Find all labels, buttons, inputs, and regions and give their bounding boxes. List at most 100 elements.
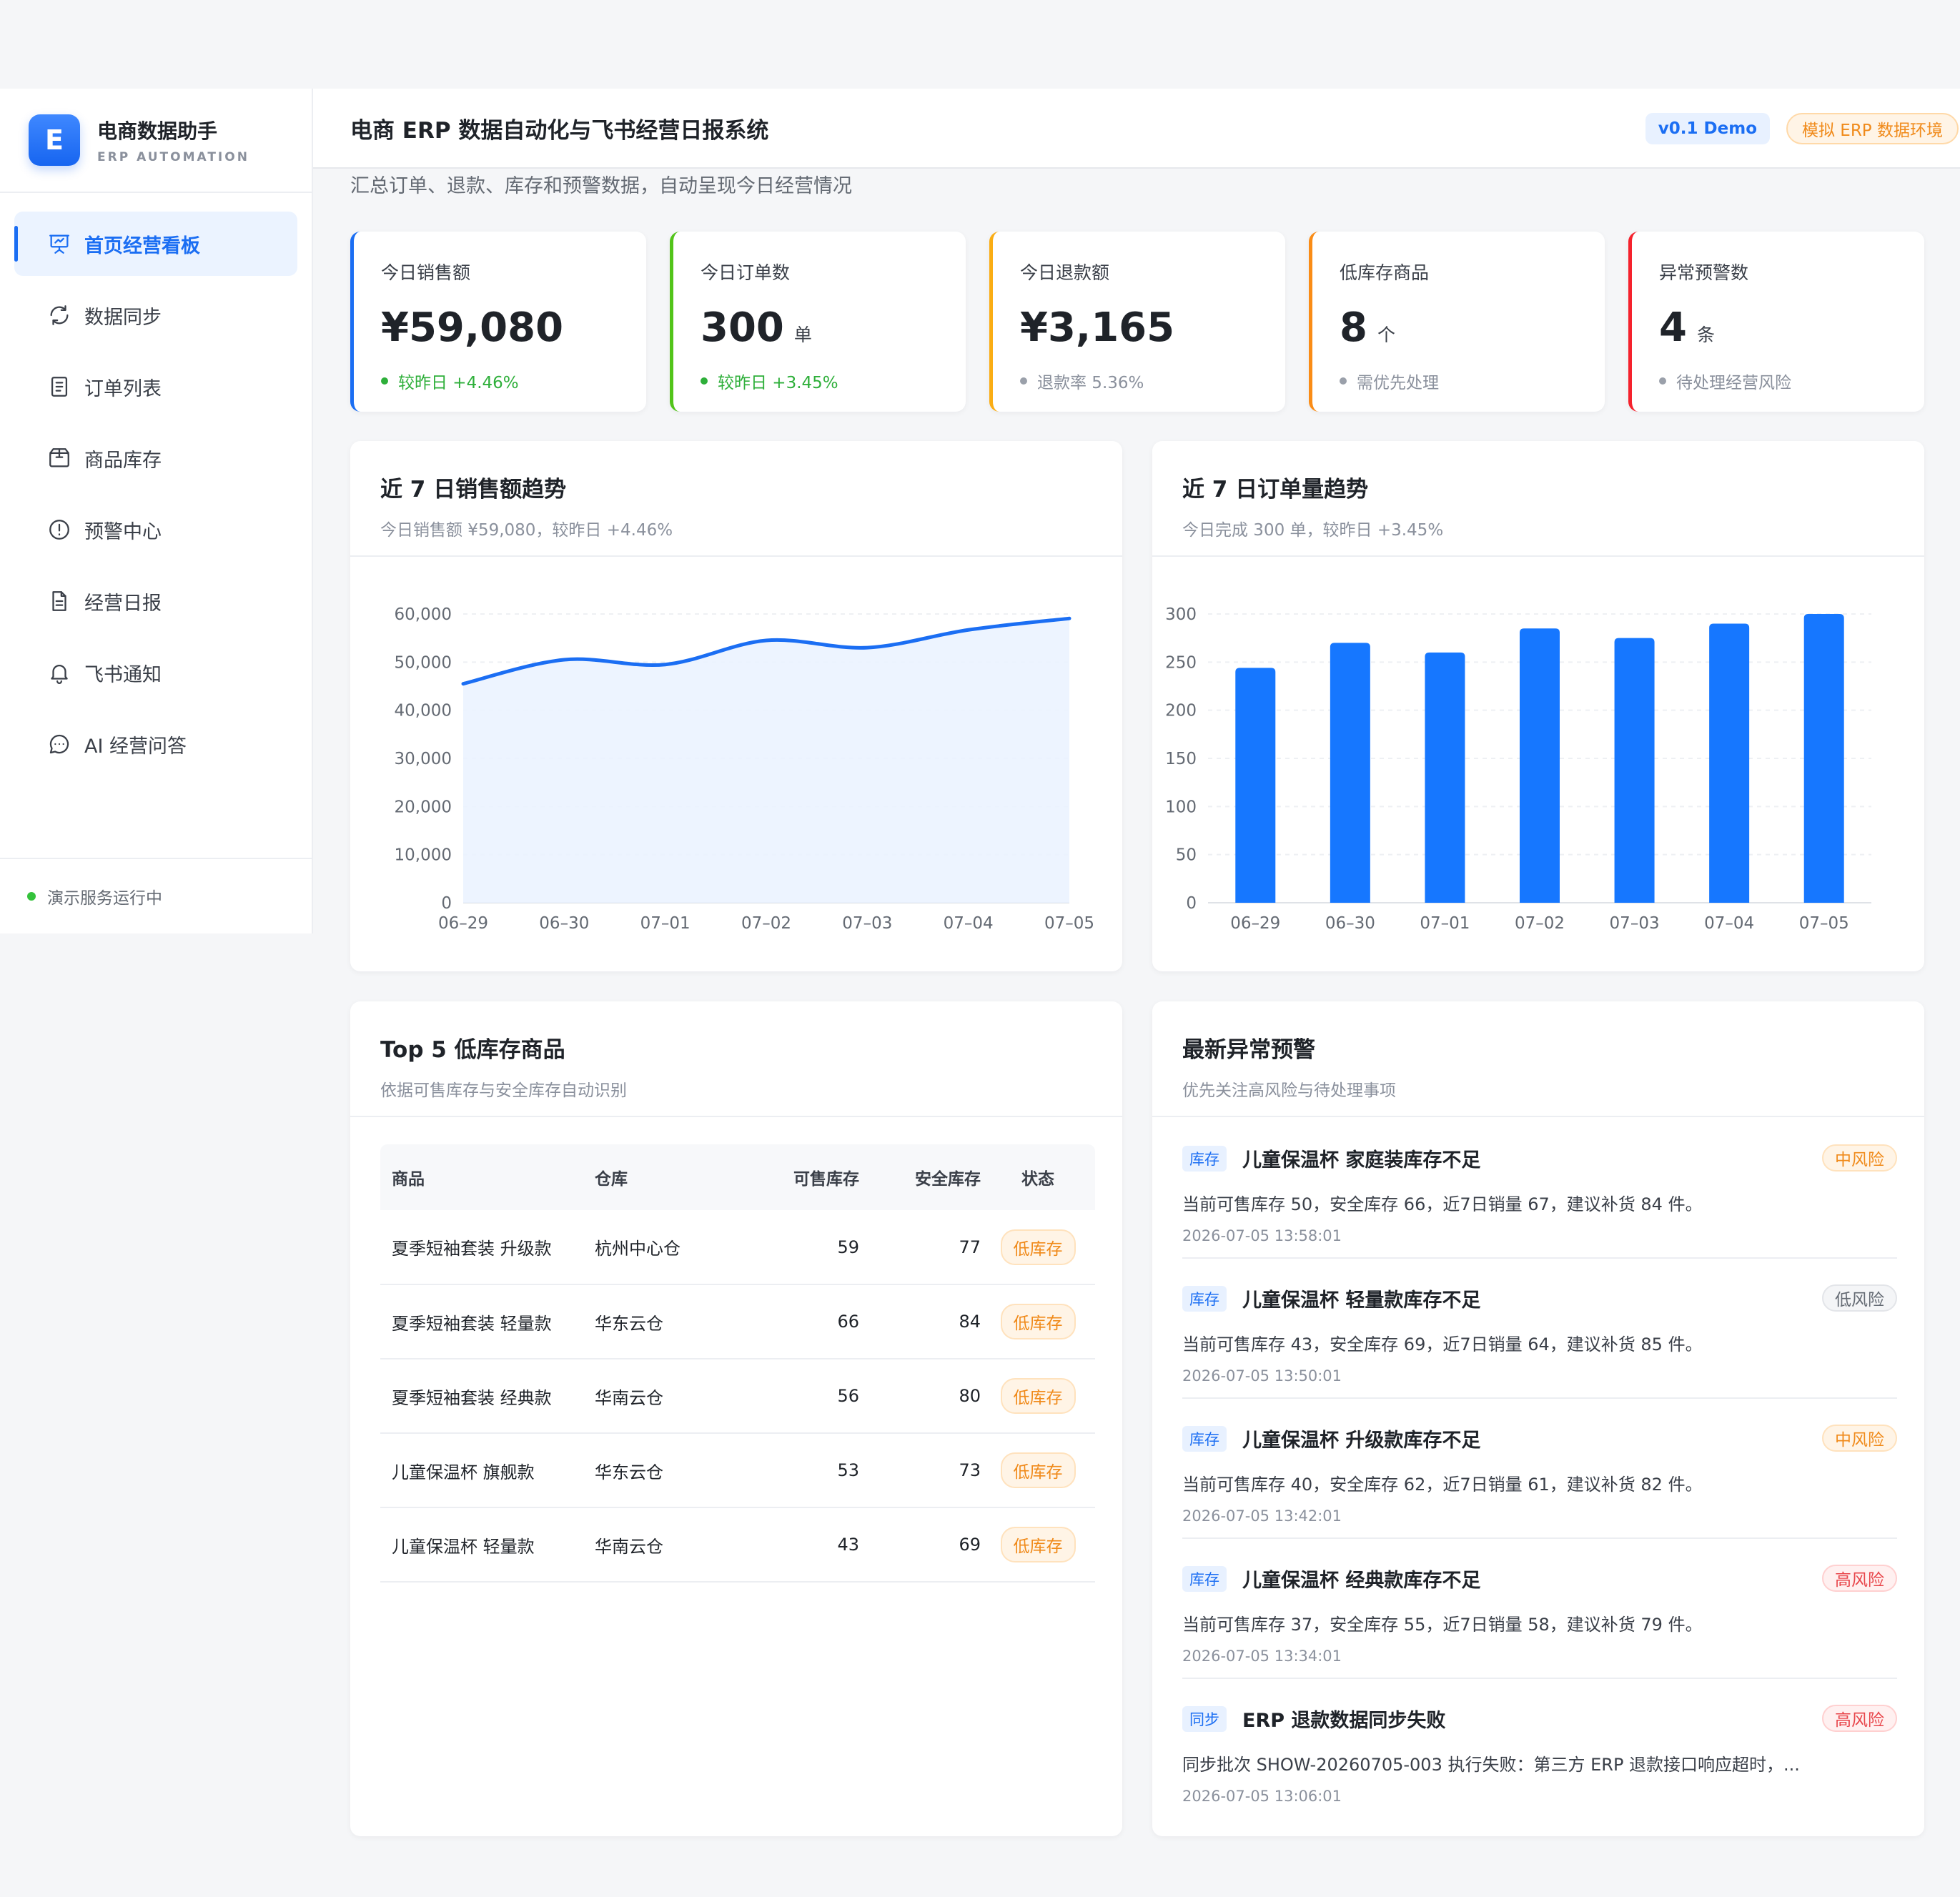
low-stock-table: 商品 仓库 可售库存 安全库存 状态 夏季短袖套装 升级款 杭州中心仓 59 7… <box>380 1144 1095 1583</box>
sidebar-item-alerts[interactable]: 预警中心 <box>14 497 297 562</box>
risk-badge: 中风险 <box>1822 1425 1897 1452</box>
brand[interactable]: E 电商数据助手 ERP AUTOMATION <box>0 89 312 193</box>
kpi-unit: 个 <box>1377 325 1395 345</box>
table-row[interactable]: 夏季短袖套装 升级款 杭州中心仓 59 77 低库存 <box>380 1210 1095 1285</box>
table-header-row: 商品 仓库 可售库存 安全库存 状态 <box>380 1144 1095 1210</box>
available-stock-cell: 66 <box>745 1284 859 1359</box>
status-badge: 低库存 <box>1000 1304 1076 1339</box>
alert-category-tag: 库存 <box>1182 1285 1227 1312</box>
alert-timestamp: 2026-07-05 13:50:01 <box>1182 1367 1342 1385</box>
x-tick-label: 07–03 <box>1610 914 1660 933</box>
kpi-card-sales[interactable]: 今日销售额 ¥59,080 较昨日 +4.46% <box>350 232 646 412</box>
y-tick-label: 50,000 <box>395 653 452 672</box>
column-header[interactable]: 商品 <box>380 1144 595 1210</box>
available-stock-cell: 59 <box>745 1210 859 1285</box>
sidebar-item-label: 数据同步 <box>84 306 162 329</box>
service-status-text: 演示服务运行中 <box>47 889 162 908</box>
alert-item[interactable]: 库存 儿童保温杯 升级款库存不足 中风险 当前可售库存 40，安全库存 62，近… <box>1182 1399 1897 1539</box>
sidebar-item-label: 首页经营看板 <box>84 234 200 257</box>
safety-stock-cell: 80 <box>859 1359 981 1434</box>
sales-series-line <box>461 616 1071 686</box>
status-dot <box>1340 377 1347 385</box>
status-dot <box>1659 377 1666 385</box>
sidebar-item-inventory[interactable]: 商品库存 <box>14 426 297 490</box>
column-header[interactable]: 仓库 <box>595 1144 745 1210</box>
kpi-label: 低库存商品 <box>1340 262 1430 283</box>
service-status: 演示服务运行中 <box>0 858 312 933</box>
sidebar-item-dashboard[interactable]: 首页经营看板 <box>14 212 297 276</box>
table-row[interactable]: 夏季短袖套装 轻量款 华东云仓 66 84 低库存 <box>380 1284 1095 1359</box>
panel-title: Top 5 低库存商品 <box>380 1037 565 1063</box>
x-tick-label: 07–04 <box>944 914 994 933</box>
sidebar-nav: 首页经营看板 数据同步 订单列表 商品库存 预警中心 经营日报 飞书通知 AI <box>0 193 312 776</box>
alert-item[interactable]: 库存 儿童保温杯 经典款库存不足 高风险 当前可售库存 37，安全库存 55，近… <box>1182 1539 1897 1679</box>
panel-subtitle: 依据可售库存与安全库存自动识别 <box>380 1081 627 1100</box>
available-stock-cell: 56 <box>745 1359 859 1434</box>
column-header[interactable]: 状态 <box>981 1144 1095 1210</box>
y-tick-label: 250 <box>1165 653 1197 672</box>
orders-trend-panel: 近 7 日订单量趋势 今日完成 300 单，较昨日 +3.45% 0 50 100 1… <box>1152 441 1924 971</box>
panel-subtitle: 优先关注高风险与待处理事项 <box>1182 1081 1396 1100</box>
table-row[interactable]: 儿童保温杯 旗舰款 华东云仓 53 73 低库存 <box>380 1433 1095 1508</box>
order-bar <box>1425 652 1465 903</box>
kpi-value: 4 <box>1659 304 1687 351</box>
x-tick-label: 07–01 <box>640 914 691 933</box>
sidebar-item-daily-report[interactable]: 经营日报 <box>14 569 297 633</box>
column-header[interactable]: 安全库存 <box>859 1144 981 1210</box>
y-tick-label: 150 <box>1165 750 1197 768</box>
sidebar-item-label: 预警中心 <box>84 520 162 543</box>
kpi-label: 今日退款额 <box>1020 262 1110 283</box>
product-cell: 儿童保温杯 轻量款 <box>380 1507 595 1583</box>
available-stock-cell: 53 <box>745 1433 859 1508</box>
alert-timestamp: 2026-07-05 13:34:01 <box>1182 1648 1342 1665</box>
alert-description: 当前可售库存 43，安全库存 69，近7日销量 64，建议补货 85 件。 <box>1182 1334 1703 1354</box>
order-bar <box>1709 623 1750 903</box>
kpi-value: ¥3,165 <box>1020 304 1175 351</box>
document-list-icon <box>51 377 68 397</box>
sidebar-item-label: 订单列表 <box>84 377 162 400</box>
kpi-value: 300 <box>701 304 784 351</box>
presentation-icon <box>49 234 69 254</box>
page-title: 电商 ERP 数据自动化与飞书经营日报系统 <box>350 117 769 144</box>
panel-title: 最新异常预警 <box>1182 1037 1315 1063</box>
y-tick-label: 60,000 <box>395 605 452 624</box>
kpi-label: 异常预警数 <box>1659 262 1749 283</box>
y-tick-label: 10,000 <box>395 846 452 865</box>
alert-timestamp: 2026-07-05 13:58:01 <box>1182 1227 1342 1244</box>
x-tick-label: 07–02 <box>1515 914 1565 933</box>
sidebar-item-feishu-notify[interactable]: 飞书通知 <box>14 640 297 705</box>
x-tick-label: 06–30 <box>1325 914 1375 933</box>
order-bar <box>1520 628 1560 903</box>
brand-subtitle: ERP AUTOMATION <box>97 150 249 164</box>
alert-item[interactable]: 库存 儿童保温杯 家庭装库存不足 中风险 当前可售库存 50，安全库存 66，近… <box>1182 1119 1897 1259</box>
alert-item[interactable]: 同步 ERP 退款数据同步失败 高风险 同步批次 SHOW-20260705-0… <box>1182 1679 1897 1819</box>
kpi-unit: 单 <box>793 325 812 345</box>
top-bar: 电商 ERP 数据自动化与飞书经营日报系统 v0.1 Demo 模拟 ERP 数… <box>313 89 1960 169</box>
status-dot <box>27 892 36 901</box>
column-header[interactable]: 可售库存 <box>745 1144 859 1210</box>
alert-timestamp: 2026-07-05 13:06:01 <box>1182 1788 1342 1805</box>
kpi-card-refund[interactable]: 今日退款额 ¥3,165 退款率 5.36% <box>989 232 1285 412</box>
version-badge: v0.1 Demo <box>1645 113 1770 144</box>
safety-stock-cell: 73 <box>859 1433 981 1508</box>
table-row[interactable]: 儿童保温杯 轻量款 华南云仓 43 69 低库存 <box>380 1507 1095 1583</box>
kpi-card-orders[interactable]: 今日订单数 300 单 较昨日 +3.45% <box>670 232 966 412</box>
alert-item[interactable]: 库存 儿童保温杯 轻量款库存不足 低风险 当前可售库存 43，安全库存 69，近… <box>1182 1259 1897 1399</box>
y-tick-label: 30,000 <box>395 750 452 768</box>
order-bar <box>1330 643 1370 903</box>
alert-title: 儿童保温杯 经典款库存不足 <box>1242 1570 1481 1592</box>
brand-title: 电商数据助手 <box>97 119 218 143</box>
alert-circle-icon <box>49 520 69 540</box>
sidebar-item-orders[interactable]: 订单列表 <box>14 355 297 419</box>
alert-category-tag: 库存 <box>1182 1565 1227 1592</box>
warehouse-cell: 华东云仓 <box>595 1433 745 1508</box>
sidebar-item-data-sync[interactable]: 数据同步 <box>14 283 297 347</box>
product-cell: 夏季短袖套装 升级款 <box>380 1210 595 1285</box>
trend-dot <box>381 377 388 385</box>
x-tick-label: 07–05 <box>1799 914 1849 933</box>
sidebar-item-ai-qa[interactable]: AI 经营问答 <box>14 712 297 776</box>
product-cell: 夏季短袖套装 轻量款 <box>380 1284 595 1359</box>
table-row[interactable]: 夏季短袖套装 经典款 华南云仓 56 80 低库存 <box>380 1359 1095 1434</box>
